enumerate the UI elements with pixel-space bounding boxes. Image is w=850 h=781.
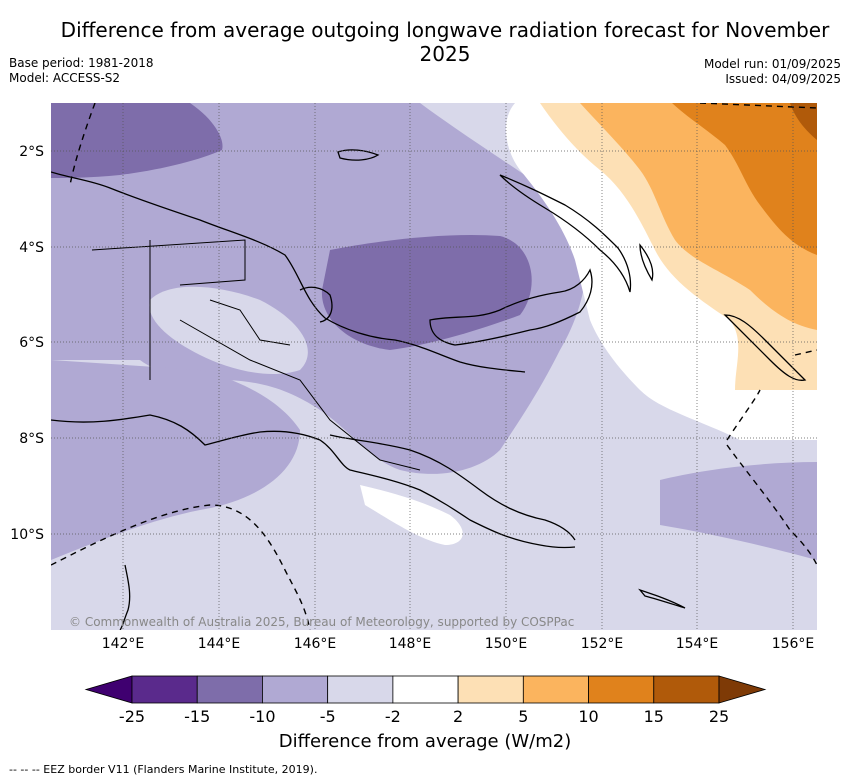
lat-tick-4s: 4°S <box>19 240 44 256</box>
lat-tick-10s: 10°S <box>10 527 44 543</box>
border-inner-1 <box>91 239 246 286</box>
model-run-label: Model run: 01/09/2025 <box>703 57 841 71</box>
lon-tick-148e: 148°E <box>389 636 432 652</box>
lat-tick-6s: 6°S <box>19 335 44 351</box>
colorbar-tick-label: -15 <box>184 707 210 726</box>
eez-southeast <box>726 444 817 566</box>
base-period-label: Base period: 1981-2018 <box>9 56 154 70</box>
colorbar-segment <box>131 675 198 704</box>
colorbar-tick-label: 2 <box>453 707 463 726</box>
ng-south-coast <box>51 414 576 549</box>
band-15-25 <box>790 103 817 140</box>
ng-north-coast <box>51 171 526 373</box>
lon-tick-146e: 146°E <box>294 636 337 652</box>
band-minus15-minus10-bismarck <box>321 234 532 350</box>
lon-tick-156e: 156°E <box>772 636 815 652</box>
colorbar-labels: -25 -15 -10 -5 -2 2 5 10 15 25 <box>119 707 729 726</box>
colorbar-tick-label: -5 <box>320 707 336 726</box>
manus-island <box>337 149 380 161</box>
model-label: Model: ACCESS-S2 <box>9 71 121 85</box>
eez-northwest <box>69 103 96 186</box>
colorbar-extend-low <box>84 675 133 704</box>
lon-tick-144e: 144°E <box>198 636 241 652</box>
copyright-credit: © Commonwealth of Australia 2025, Bureau… <box>69 615 574 629</box>
colorbar-extend-high <box>718 675 767 704</box>
lat-tick-labels: 2°S 4°S 6°S 8°S 10°S <box>10 144 44 543</box>
colorbar-segment <box>196 675 263 704</box>
band-10-15 <box>672 103 817 255</box>
lon-tick-150e: 150°E <box>485 636 528 652</box>
colorbar-tick-label: -10 <box>249 707 275 726</box>
issued-label: Issued: 04/09/2025 <box>725 72 841 86</box>
band-minus15-minus10-north <box>51 103 223 178</box>
lat-tick-8s: 8°S <box>19 431 44 447</box>
lon-tick-152e: 152°E <box>581 636 624 652</box>
solomon-islands <box>723 314 807 381</box>
meta-right: Model run: 01/09/2025 Issued: 04/09/2025 <box>704 57 841 87</box>
lon-tick-142e: 142°E <box>102 636 145 652</box>
map-title: Difference from average outgoing longwav… <box>60 18 830 66</box>
colorbar-tick-label: 5 <box>518 707 528 726</box>
colorbar-segment <box>653 675 720 704</box>
gridlines <box>51 103 817 630</box>
colorbar-tick-label: -2 <box>385 707 401 726</box>
colorbar-tick-label: -25 <box>119 707 145 726</box>
new-ireland <box>499 174 632 293</box>
huon-peninsula <box>299 286 333 323</box>
colorbar <box>84 675 767 704</box>
lon-tick-labels: 142°E 144°E 146°E 148°E 150°E 152°E 154°… <box>102 636 815 652</box>
ng-southeast-tail <box>329 434 576 541</box>
colorbar-segment <box>457 675 524 704</box>
eez-far-east <box>794 349 817 356</box>
new-britain <box>429 268 593 346</box>
bougainville <box>639 243 654 282</box>
highlands-pocket <box>149 286 308 375</box>
cape-york <box>119 564 131 630</box>
colorbar-segment <box>327 675 394 704</box>
band-minus2-2-south <box>360 485 463 545</box>
band-minus10-minus5-east <box>660 462 817 560</box>
eez-footnote: -- -- -- EEZ border V11 (Flanders Marine… <box>9 763 318 776</box>
lat-tick-2s: 2°S <box>19 144 44 160</box>
meta-left: Base period: 1981-2018 Model: ACCESS-S2 <box>9 56 154 86</box>
band-minus10-minus5-west <box>51 360 300 560</box>
colorbar-tick-label: 15 <box>644 707 664 726</box>
colorbar-segment <box>588 675 655 704</box>
eez-east <box>726 389 761 441</box>
lon-tick-154e: 154°E <box>676 636 719 652</box>
eez-northeast <box>699 103 817 109</box>
colorbar-title: Difference from average (W/m2) <box>279 731 571 752</box>
coastlines <box>51 149 807 630</box>
colorbar-segment <box>262 675 329 704</box>
louisiade-archipelago <box>638 588 686 609</box>
colorbar-tick-label: 10 <box>578 707 598 726</box>
colorbar-segment <box>522 675 589 704</box>
border-inner-3 <box>209 299 291 346</box>
colorbar-segment <box>392 675 459 704</box>
colorbar-tick-label: 25 <box>709 707 729 726</box>
anomaly-field: © Commonwealth of Australia 2025, Bureau… <box>51 103 817 630</box>
